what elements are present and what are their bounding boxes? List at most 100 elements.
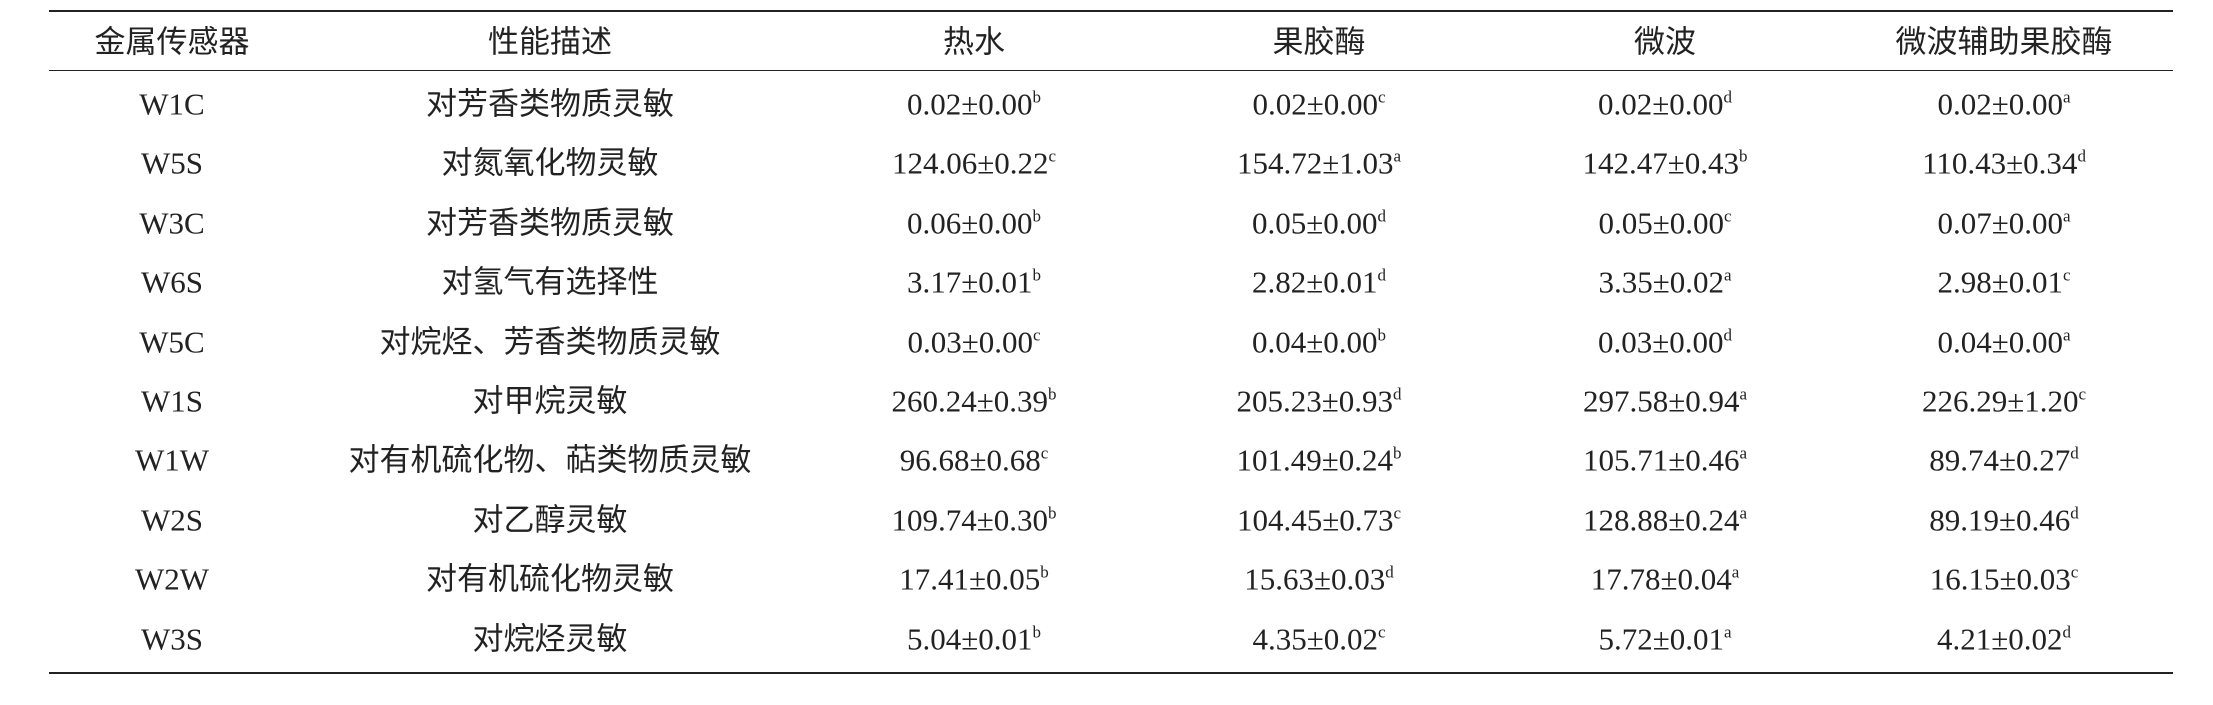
header-cell: 性能描述 xyxy=(488,24,612,60)
value-cell: 109.74±0.30b xyxy=(891,504,1056,535)
description-cell: 对乙醇灵敏 xyxy=(472,502,628,538)
significance-letter: d xyxy=(1723,87,1733,107)
description-cell: 对氮氧化物灵敏 xyxy=(441,145,659,181)
value-text: 17.41±0.05 xyxy=(899,561,1041,597)
value-cell: 110.43±0.34d xyxy=(1922,148,2086,179)
significance-letter: a xyxy=(1739,444,1748,463)
significance-letter: b xyxy=(1048,384,1057,404)
significance-letter: b xyxy=(1048,503,1057,523)
value-cell: 0.03±0.00c xyxy=(907,326,1040,357)
value-text: 226.29±1.20 xyxy=(1921,383,2079,419)
value-cell: 0.02±0.00a xyxy=(1937,89,2070,120)
value-text: 110.43±0.34 xyxy=(1922,145,2078,181)
value-text: 109.74±0.30 xyxy=(891,502,1049,538)
value-cell: 3.17±0.01b xyxy=(907,267,1041,298)
header-cell: 微波 xyxy=(1634,24,1696,60)
significance-letter: c xyxy=(1040,444,1049,463)
value-text: 0.07±0.00 xyxy=(1937,205,2063,241)
value-cell: 142.47±0.43b xyxy=(1582,148,1747,179)
value-text: 128.88±0.24 xyxy=(1582,502,1740,538)
value-text: 5.04±0.01 xyxy=(906,621,1033,657)
value-cell: 3.35±0.02a xyxy=(1598,267,1731,298)
significance-letter: b xyxy=(1032,622,1042,642)
value-cell: 16.15±0.03c xyxy=(1930,564,2079,595)
significance-letter: a xyxy=(2062,87,2071,107)
sensor-cell: W5C xyxy=(139,324,205,360)
value-text: 4.21±0.02 xyxy=(1936,621,2063,657)
significance-letter: d xyxy=(1393,384,1402,404)
significance-letter: c xyxy=(2070,562,2079,582)
value-text: 0.02±0.00 xyxy=(1937,86,2063,122)
significance-letter: b xyxy=(1040,562,1049,582)
value-text: 101.49±0.24 xyxy=(1236,442,1394,478)
value-cell: 2.82±0.01d xyxy=(1252,267,1386,298)
significance-letter: b xyxy=(1032,87,1042,107)
value-cell: 17.78±0.04a xyxy=(1591,564,1740,595)
header-cell: 果胶酶 xyxy=(1272,24,1366,60)
value-text: 154.72±1.03 xyxy=(1236,145,1394,181)
sensor-cell: W1S xyxy=(141,383,203,419)
sensor-cell: W6S xyxy=(141,264,203,300)
value-cell: 2.98±0.01c xyxy=(1937,267,2070,298)
value-text: 15.63±0.03 xyxy=(1244,561,1386,597)
value-text: 3.17±0.01 xyxy=(906,264,1033,300)
value-cell: 0.02±0.00c xyxy=(1252,89,1385,120)
value-cell: 154.72±1.03a xyxy=(1237,148,1401,179)
value-cell: 0.04±0.00b xyxy=(1252,326,1386,357)
value-cell: 17.41±0.05b xyxy=(899,564,1049,595)
description-cell: 对氢气有选择性 xyxy=(441,264,659,300)
value-text: 96.68±0.68 xyxy=(899,442,1041,478)
significance-letter: a xyxy=(2062,325,2071,345)
value-cell: 0.06±0.00b xyxy=(907,207,1041,238)
value-cell: 4.35±0.02c xyxy=(1252,623,1385,654)
value-cell: 4.21±0.02d xyxy=(1937,623,2071,654)
value-text: 260.24±0.39 xyxy=(891,383,1049,419)
value-text: 2.98±0.01 xyxy=(1937,264,2063,300)
value-cell: 104.45±0.73c xyxy=(1237,504,1401,535)
value-cell: 101.49±0.24b xyxy=(1236,445,1401,476)
value-text: 0.02±0.00 xyxy=(1252,86,1378,122)
significance-letter: c xyxy=(1393,503,1402,523)
significance-letter: c xyxy=(1032,325,1041,345)
value-text: 104.45±0.73 xyxy=(1236,502,1394,538)
header-cell: 金属传感器 xyxy=(94,24,250,60)
value-text: 89.19±0.46 xyxy=(1929,502,2071,538)
significance-letter: a xyxy=(1731,562,1740,582)
value-cell: 0.02±0.00b xyxy=(907,89,1041,120)
value-text: 0.02±0.00 xyxy=(1597,86,1724,122)
value-text: 0.04±0.00 xyxy=(1251,324,1378,360)
value-cell: 96.68±0.68c xyxy=(900,445,1049,476)
significance-letter: c xyxy=(1723,206,1732,226)
significance-letter: c xyxy=(2062,265,2071,285)
significance-letter: d xyxy=(2062,622,2072,642)
significance-letter: a xyxy=(1393,147,1402,166)
value-cell: 0.05±0.00d xyxy=(1252,207,1386,238)
sensor-cell: W5S xyxy=(141,145,203,181)
value-cell: 0.03±0.00d xyxy=(1598,326,1732,357)
description-cell: 对甲烷灵敏 xyxy=(472,383,628,419)
significance-letter: c xyxy=(1377,622,1386,642)
value-cell: 89.74±0.27d xyxy=(1929,445,2079,476)
value-text: 105.71±0.46 xyxy=(1582,442,1740,478)
significance-letter: c xyxy=(1377,87,1386,107)
value-cell: 0.07±0.00a xyxy=(1937,207,2070,238)
description-cell: 对芳香类物质灵敏 xyxy=(426,86,674,122)
value-text: 17.78±0.04 xyxy=(1590,561,1732,597)
value-cell: 297.58±0.94a xyxy=(1583,386,1747,417)
sensor-cell: W1W xyxy=(134,442,210,478)
significance-letter: a xyxy=(1739,503,1748,523)
description-cell: 对烷烃灵敏 xyxy=(472,621,628,657)
value-cell: 124.06±0.22c xyxy=(892,148,1056,179)
sensor-cell: W3C xyxy=(139,205,205,241)
value-cell: 105.71±0.46a xyxy=(1583,445,1747,476)
value-text: 205.23±0.93 xyxy=(1236,383,1394,419)
significance-letter: a xyxy=(1723,622,1732,642)
value-text: 0.06±0.00 xyxy=(906,205,1033,241)
value-cell: 226.29±1.20c xyxy=(1922,386,2086,417)
value-cell: 128.88±0.24a xyxy=(1583,504,1747,535)
header-cell: 微波辅助果胶酶 xyxy=(1895,24,2113,60)
value-cell: 5.72±0.01a xyxy=(1598,623,1731,654)
value-cell: 205.23±0.93d xyxy=(1236,386,1401,417)
value-cell: 15.63±0.03d xyxy=(1244,564,1394,595)
